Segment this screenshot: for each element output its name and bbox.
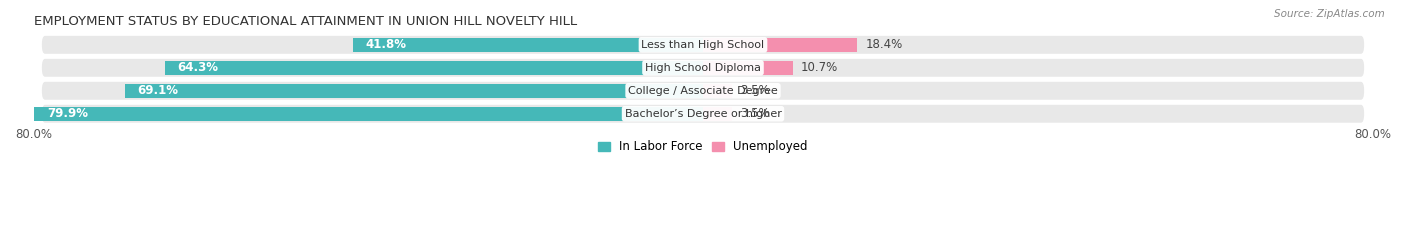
Bar (703, 61, 793, 75)
Text: Bachelor’s Degree or higher: Bachelor’s Degree or higher (624, 109, 782, 119)
Bar (703, 84, 733, 98)
Text: High School Diploma: High School Diploma (645, 63, 761, 73)
Text: 64.3%: 64.3% (177, 61, 218, 74)
FancyBboxPatch shape (42, 36, 1364, 54)
Text: College / Associate Degree: College / Associate Degree (628, 86, 778, 96)
Text: 3.5%: 3.5% (741, 107, 770, 120)
Bar (703, 38, 858, 52)
Bar (703, 107, 733, 121)
Text: Source: ZipAtlas.com: Source: ZipAtlas.com (1274, 9, 1385, 19)
Text: 3.5%: 3.5% (741, 84, 770, 97)
Bar (353, 38, 703, 52)
FancyBboxPatch shape (42, 105, 1364, 123)
Text: 41.8%: 41.8% (366, 38, 406, 51)
Text: Less than High School: Less than High School (641, 40, 765, 50)
Text: 79.9%: 79.9% (46, 107, 89, 120)
Text: 18.4%: 18.4% (865, 38, 903, 51)
Text: EMPLOYMENT STATUS BY EDUCATIONAL ATTAINMENT IN UNION HILL NOVELTY HILL: EMPLOYMENT STATUS BY EDUCATIONAL ATTAINM… (34, 15, 576, 28)
Text: 69.1%: 69.1% (138, 84, 179, 97)
Bar (34, 107, 703, 121)
Bar (165, 61, 703, 75)
FancyBboxPatch shape (42, 82, 1364, 100)
Bar (125, 84, 703, 98)
Text: 10.7%: 10.7% (801, 61, 838, 74)
Legend: In Labor Force, Unemployed: In Labor Force, Unemployed (593, 136, 813, 158)
FancyBboxPatch shape (42, 59, 1364, 77)
